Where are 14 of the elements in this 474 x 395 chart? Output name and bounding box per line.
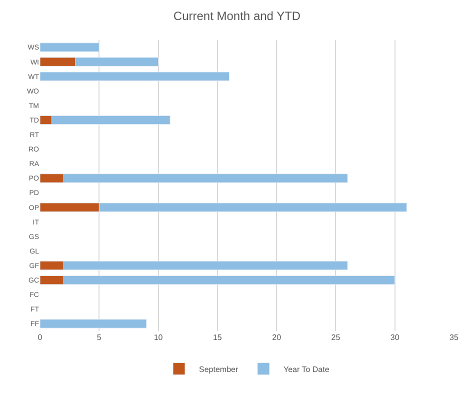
bar (40, 42, 100, 52)
x-tick-label: 30 (390, 333, 400, 342)
x-tick-label: 25 (331, 333, 341, 342)
x-tick-label: 0 (38, 333, 43, 342)
chart-title: Current Month and YTD (173, 9, 301, 23)
bar (40, 72, 230, 81)
x-tick-label: 20 (272, 333, 282, 342)
legend-label: September (199, 364, 238, 374)
x-tick-label: 10 (154, 333, 164, 342)
x-tick-label: 15 (212, 333, 222, 342)
legend-label: Year To Date (283, 364, 330, 374)
x-tick-label: 5 (96, 333, 102, 342)
x-tick-label: 35 (450, 333, 459, 342)
bar (40, 319, 147, 328)
